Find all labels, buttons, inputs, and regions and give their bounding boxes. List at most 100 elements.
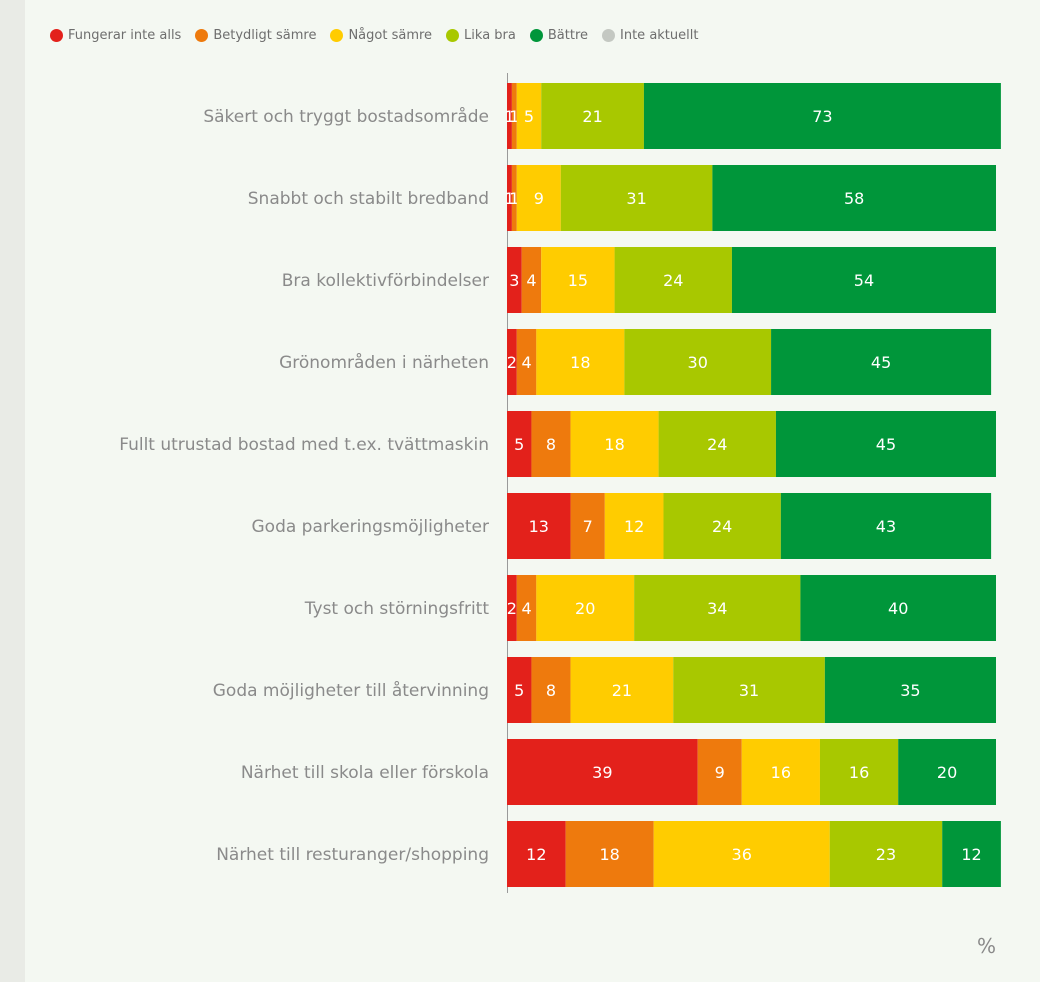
category-label: Goda parkeringsmöjligheter	[252, 517, 490, 537]
data-label: 1	[509, 107, 519, 126]
data-label: 3	[509, 271, 519, 290]
bar-segment	[771, 329, 992, 395]
bar-segment	[570, 657, 674, 723]
data-label: 1	[509, 189, 519, 208]
data-label: 21	[612, 681, 632, 700]
data-label: 20	[575, 599, 595, 618]
bar-segment	[516, 165, 561, 231]
bar-segment	[614, 247, 732, 313]
bar-segment	[516, 329, 537, 395]
bar-segment	[942, 821, 1001, 887]
data-label: 12	[961, 845, 981, 864]
bar-segment	[829, 821, 943, 887]
bar-segment	[507, 165, 512, 231]
bar-segment	[898, 739, 996, 805]
legend-item: Betydligt sämre	[195, 28, 316, 43]
legend-item: Något sämre	[330, 28, 432, 43]
data-label: 18	[570, 353, 590, 372]
bar-segment	[731, 247, 996, 313]
bar-segment	[741, 739, 820, 805]
legend-label: Bättre	[547, 27, 589, 43]
bar-segment	[712, 165, 996, 231]
bar-segment	[604, 493, 664, 559]
data-label: 2	[507, 599, 517, 618]
bar-segment	[541, 83, 644, 149]
bar-segment	[653, 821, 830, 887]
legend-label: Betydligt sämre	[213, 27, 317, 43]
data-label: 4	[521, 353, 531, 372]
data-label: 54	[854, 271, 874, 290]
bar-segment	[624, 329, 772, 395]
data-label: 2	[507, 353, 517, 372]
data-label: 13	[529, 517, 549, 536]
category-label: Närhet till resturanger/shopping	[216, 845, 489, 865]
legend-item: Lika bra	[446, 28, 516, 43]
bar-segment	[673, 657, 825, 723]
category-label: Grönområden i närheten	[279, 352, 489, 373]
data-label: 7	[583, 517, 593, 536]
data-label: 9	[715, 763, 725, 782]
legend-label: Fungerar inte alls	[68, 27, 182, 43]
bar-segment	[658, 411, 776, 477]
bar-segment	[819, 739, 899, 805]
data-label: 36	[732, 845, 752, 864]
data-label: 21	[582, 107, 602, 126]
category-label: Fullt utrustad bostad med t.ex. tvättmas…	[119, 435, 489, 455]
data-label: 4	[526, 271, 536, 290]
legend-swatch	[195, 28, 209, 42]
bar-segment	[536, 329, 625, 395]
data-label: 4	[521, 599, 531, 618]
bar-segment	[775, 411, 996, 477]
data-label: 8	[546, 681, 556, 700]
category-label: Tyst och störningsfritt	[304, 599, 490, 619]
data-label: 34	[707, 599, 727, 618]
bar-segment	[507, 493, 571, 559]
legend-item: Fungerar inte alls	[50, 28, 181, 43]
legend-swatch	[446, 28, 460, 42]
data-label: 58	[844, 189, 864, 208]
data-label: 24	[707, 435, 727, 454]
data-label: 5	[514, 681, 524, 700]
data-label: 5	[524, 107, 534, 126]
bar-segment	[531, 411, 571, 477]
bar-segment	[634, 575, 801, 641]
data-label: 1	[504, 189, 514, 208]
category-label: Goda möjligheter till återvinning	[213, 680, 489, 701]
data-label: 18	[600, 845, 620, 864]
data-label: 24	[712, 517, 732, 536]
category-label: Säkert och tryggt bostadsområde	[203, 106, 489, 127]
data-label: 30	[688, 353, 708, 372]
data-label: 20	[937, 763, 957, 782]
bar-segment	[507, 83, 512, 149]
bar-segment	[507, 657, 532, 723]
data-label: 45	[871, 353, 891, 372]
bar-segment	[570, 411, 659, 477]
data-label: 12	[526, 845, 546, 864]
bar-segment	[570, 493, 605, 559]
data-label: 31	[739, 681, 759, 700]
legend-swatch	[529, 28, 543, 42]
data-label: 43	[876, 517, 896, 536]
legend-label: Inte aktuellt	[620, 27, 699, 43]
bar-segment	[780, 493, 992, 559]
bar-segment	[516, 83, 542, 149]
legend-swatch	[50, 28, 63, 42]
data-label: 16	[771, 763, 791, 782]
data-label: 9	[534, 189, 544, 208]
bar-segment	[565, 821, 654, 887]
bar-segment	[536, 575, 635, 641]
data-label: 31	[626, 189, 646, 208]
data-label: 15	[568, 271, 588, 290]
category-label: Bra kollektivförbindelser	[282, 271, 489, 291]
data-label: 8	[546, 435, 556, 454]
data-label: 1	[504, 107, 514, 126]
legend-label: Lika bra	[464, 27, 516, 43]
bar-segment	[507, 821, 566, 887]
bar-segment	[824, 657, 996, 723]
data-label: 23	[876, 845, 896, 864]
data-label: 40	[888, 599, 908, 618]
data-label: 73	[812, 107, 832, 126]
unit-label: %	[977, 934, 996, 958]
bar-segment	[507, 575, 517, 641]
